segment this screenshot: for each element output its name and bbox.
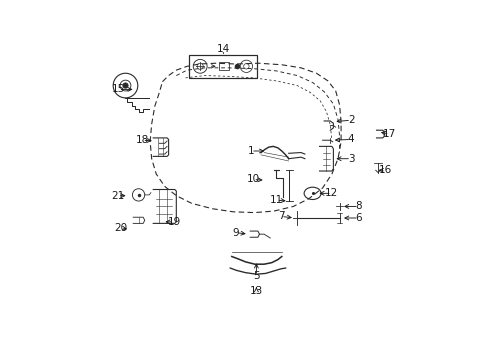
Text: 11: 11 xyxy=(269,195,283,205)
Text: 18: 18 xyxy=(136,135,149,145)
Text: 21: 21 xyxy=(111,191,124,201)
Text: 14: 14 xyxy=(216,44,229,54)
Text: 3: 3 xyxy=(347,154,354,164)
Text: 4: 4 xyxy=(347,134,354,144)
Text: 19: 19 xyxy=(167,217,180,227)
Text: 5: 5 xyxy=(253,271,259,281)
Circle shape xyxy=(122,83,128,88)
Text: 7: 7 xyxy=(277,211,284,221)
Text: 17: 17 xyxy=(382,129,395,139)
Text: 16: 16 xyxy=(378,165,391,175)
Text: 8: 8 xyxy=(355,202,362,211)
Text: 20: 20 xyxy=(114,223,127,233)
Text: 6: 6 xyxy=(355,213,362,223)
Text: 10: 10 xyxy=(246,175,259,184)
Text: 2: 2 xyxy=(347,115,354,125)
Text: 1: 1 xyxy=(247,146,254,156)
Text: 13: 13 xyxy=(249,286,263,296)
Text: 12: 12 xyxy=(325,188,338,198)
Text: 15: 15 xyxy=(112,84,125,94)
Text: 9: 9 xyxy=(232,228,239,238)
